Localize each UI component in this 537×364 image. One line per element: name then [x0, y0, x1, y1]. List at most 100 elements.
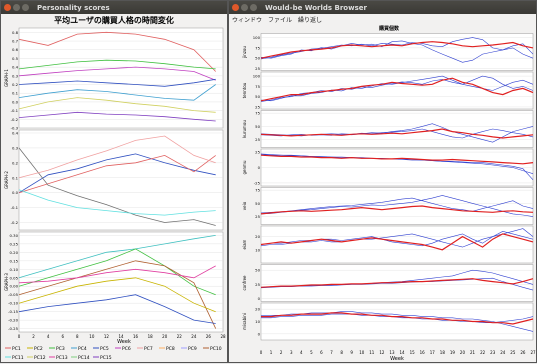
legend-item: PC12 [34, 355, 46, 361]
close-window-button[interactable] [4, 4, 11, 11]
series-line [18, 235, 216, 279]
y-tick-label: 0.10 [10, 267, 19, 272]
y-tick-label: -0.15 [8, 309, 18, 314]
y-axis-label: confree [242, 275, 247, 291]
x-tick-label: 10 [359, 350, 365, 355]
x-tick-label: 16 [133, 334, 139, 339]
legend-item: PC9 [188, 346, 197, 352]
title-bar: Would-be Worlds Browser [229, 1, 536, 14]
menu-bar: ウィンドウ ファイル 繰り返し [229, 14, 536, 24]
y-tick-label: 25 [255, 137, 260, 142]
y-tick-label: -0.20 [8, 318, 18, 323]
x-tick-label: 14 [399, 350, 405, 355]
y-axis-label: kurumou [242, 120, 247, 138]
y-tick-label: 25 [255, 104, 260, 109]
y-tick-label: 0.15 [10, 258, 19, 263]
legend-item: PC15 [100, 355, 112, 361]
x-tick-label: 8 [340, 350, 343, 355]
x-tick-label: 4 [300, 350, 303, 355]
y-tick-label: 0.30 [10, 233, 19, 238]
x-tick-label: 13 [389, 350, 395, 355]
legend-item: PC3 [56, 346, 65, 352]
x-axis-label: Week [117, 339, 131, 345]
window-title: Personality scores [37, 3, 110, 12]
y-axis-label: genmu [242, 160, 247, 174]
minimize-window-button[interactable] [241, 4, 248, 11]
y-tick-label: 0.3 [12, 73, 19, 78]
y-tick-label: 75 [255, 45, 260, 50]
x-tick-label: 6 [320, 350, 323, 355]
legend-item: PC10 [210, 346, 222, 352]
y-tick-label: -0.3 [11, 126, 19, 131]
menu-window[interactable]: ウィンドウ [232, 16, 263, 24]
x-tick-label: 24 [500, 350, 506, 355]
x-tick-label: 12 [379, 350, 385, 355]
series-line [18, 277, 216, 313]
y-axis-label: jinzou [242, 46, 247, 59]
y-tick-label: -25 [254, 180, 261, 185]
minimize-window-button[interactable] [13, 4, 20, 11]
y-tick-label: 50 [255, 94, 260, 99]
personality-chart: 平均ユーザの購買人格の時間変化 0.8 0.7 0.6 0.5 0.4 0.3 0.2 0.1… [4, 15, 226, 361]
x-tick-label: 28 [220, 334, 226, 339]
series-line [18, 31, 216, 72]
y-tick-label: 0.00 [10, 284, 19, 289]
y-tick-label: 75 [255, 111, 260, 116]
y-tick-label: 100 [253, 35, 261, 40]
y-tick-label: 0 [258, 165, 261, 170]
y-tick-label: 0 [258, 296, 261, 301]
y-tick-label: 0.6 [12, 47, 19, 52]
x-tick-label: 12 [104, 334, 110, 339]
series-line [18, 135, 216, 179]
y-axis-label: misabini [242, 313, 247, 330]
y-tick-label: 0.2 [12, 160, 19, 165]
series-panel-veio: 75 50 25 veio [242, 187, 534, 225]
red-series-line [260, 205, 534, 215]
red-series-line [260, 77, 534, 102]
series-panel-misabini: 20 10 0 misabini [242, 302, 534, 341]
legend-item: PC6 [122, 346, 131, 352]
x-tick-label: 7 [330, 350, 333, 355]
plot-area [18, 27, 224, 129]
plot-area [260, 225, 534, 264]
y-tick-label: 0.0 [12, 99, 19, 104]
y-tick-label: 0.2 [12, 82, 19, 87]
series-line [18, 265, 216, 284]
series-panel-eiam: 20 10 eiam [242, 225, 534, 264]
plot-area [260, 110, 534, 148]
x-tick-label: 11 [369, 350, 375, 355]
plot-area [18, 231, 224, 333]
close-window-button[interactable] [232, 4, 239, 11]
series-panel-tenntou: 100 75 50 25 tenntou [242, 71, 534, 109]
x-tick-label: 19 [450, 350, 456, 355]
y-tick-label: 25 [255, 282, 260, 287]
red-series-line [260, 41, 534, 59]
x-tick-label: 26 [520, 350, 526, 355]
legend: PC1 PC2 PC3 PC4 PC5 PC6 PC7 PC8 PC9 PC10 PC11 PC12 P… [5, 346, 222, 361]
menu-file[interactable]: ファイル [268, 16, 293, 24]
x-tick-label: 0 [18, 334, 21, 339]
y-tick-label: 10 [255, 319, 260, 324]
graph-panel-3: 0.30 0.25 0.20 0.15 0.10 0.05 0.00 -0.05 -0.10 -0… [4, 231, 224, 333]
series-line [18, 59, 216, 70]
x-tick-label: 0 [260, 350, 263, 355]
y-tick-label: -0.25 [8, 326, 18, 331]
x-tick-label: 27 [530, 350, 536, 355]
maximize-window-button[interactable] [22, 4, 29, 11]
plot-area [260, 187, 534, 225]
y-tick-label: 75 [255, 188, 260, 193]
y-axis-label: GRAPH-2 [4, 171, 9, 189]
maximize-window-button[interactable] [250, 4, 257, 11]
legend-item: PC14 [78, 355, 90, 361]
blue-series-line [260, 230, 534, 247]
x-tick-label: 25 [510, 350, 516, 355]
series-panel-genmu: 25 0 -25 genmu [242, 148, 534, 187]
x-tick-label: 2 [32, 334, 35, 339]
x-tick-label: 20 [460, 350, 466, 355]
x-tick-label: 22 [480, 350, 486, 355]
graph-panel-1: 0.8 0.7 0.6 0.5 0.4 0.3 0.2 0.1 0.0 -0.1 -0.2 -0.3 G… [4, 27, 224, 131]
window-title: Would-be Worlds Browser [265, 3, 367, 12]
menu-repeat[interactable]: 繰り返し [298, 16, 323, 24]
y-axis-label: eiam [242, 239, 247, 249]
series-panel-kurumou: 75 50 25 kurumou [242, 110, 534, 148]
